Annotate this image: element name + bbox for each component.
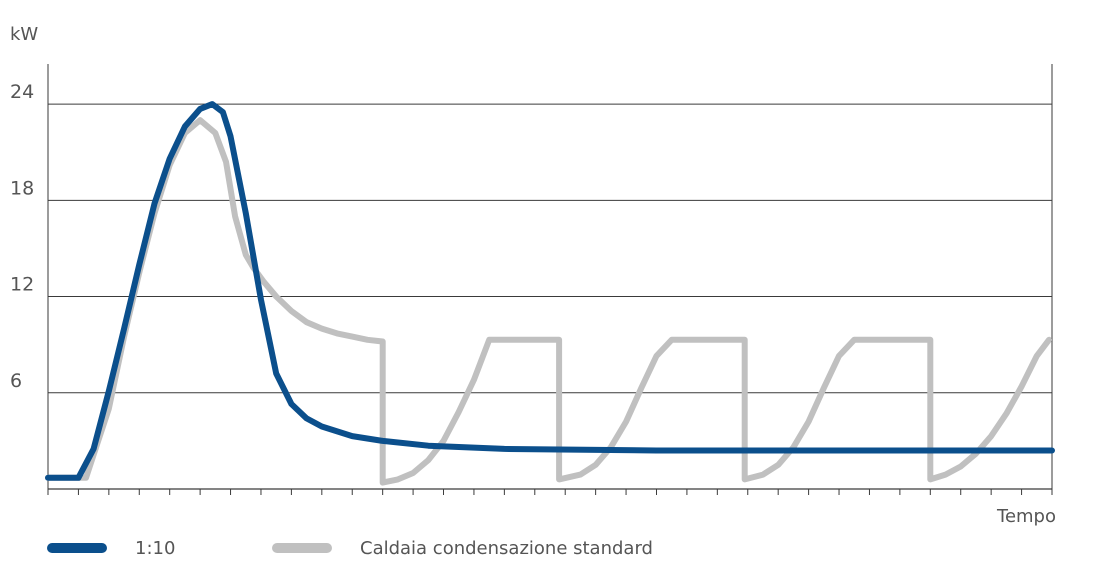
legend-swatch-gray	[272, 543, 332, 553]
line-chart: 6 12 18 24 kW Tempo	[10, 24, 1056, 527]
y-tick-label: 6	[10, 370, 22, 392]
legend-item-1-10: 1:10	[47, 532, 175, 564]
axis-layer: 6 12 18 24	[10, 64, 1053, 495]
y-tick-label: 18	[10, 177, 34, 199]
y-axis-label: kW	[10, 24, 38, 45]
legend-item-caldaia: Caldaia condensazione standard	[272, 532, 653, 564]
legend-label: 1:10	[135, 537, 176, 559]
series-line-blue	[45, 101, 1055, 481]
y-tick-label: 24	[10, 81, 34, 103]
y-tick-label: 12	[10, 274, 34, 296]
legend-swatch-blue	[47, 543, 107, 553]
series-layer	[45, 101, 1055, 486]
legend: 1:10 Caldaia condensazione standard	[0, 532, 1100, 564]
series-line-gray	[45, 117, 1052, 486]
grid-layer	[48, 103, 1052, 394]
x-axis-label: Tempo	[996, 506, 1056, 527]
legend-label: Caldaia condensazione standard	[360, 537, 653, 559]
